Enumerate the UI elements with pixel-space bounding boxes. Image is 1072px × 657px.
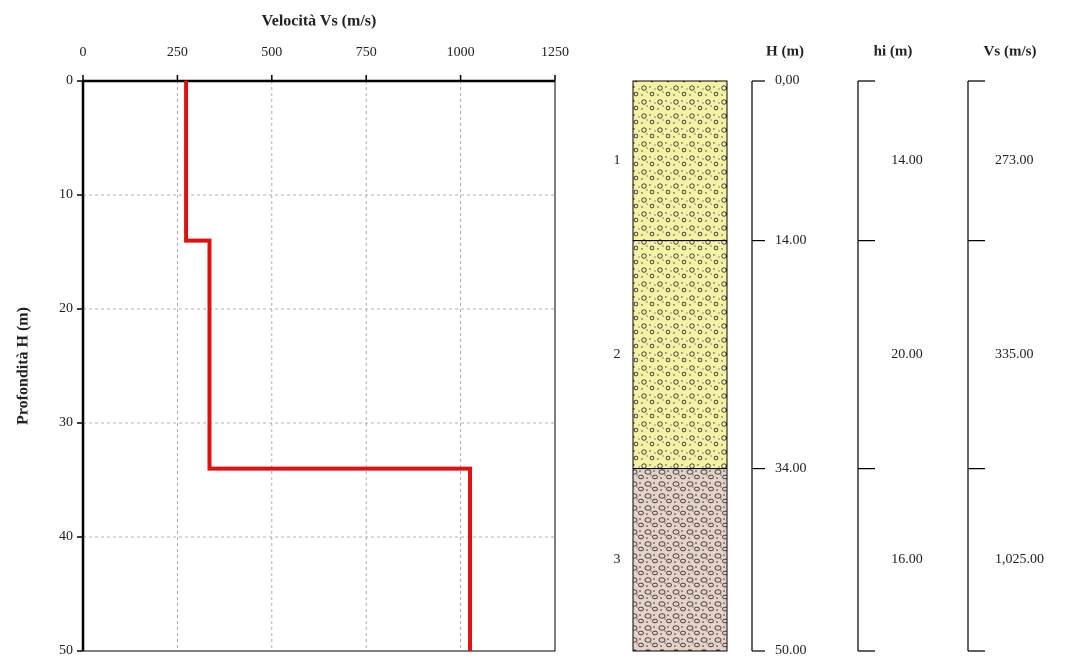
chart-title: Velocità Vs (m/s) (262, 13, 377, 30)
strata-column: H (m) hi (m) Vs (m/s) 1 14.00 273.00 2 20.00… (614, 43, 1045, 657)
velocity-label: 1,025.00 (995, 552, 1044, 567)
x-tick-label: 750 (356, 45, 377, 60)
depth-label: 0,00 (775, 73, 800, 88)
velocity-label: 335.00 (995, 347, 1034, 362)
x-tick-label: 500 (261, 45, 282, 60)
layer-pattern (633, 81, 727, 241)
x-tick-label: 250 (167, 45, 188, 60)
thickness-label: 16.00 (891, 552, 923, 567)
thickness-header: hi (m) (874, 43, 913, 59)
layer-number: 3 (614, 552, 621, 567)
y-tick-label: 40 (59, 529, 73, 544)
x-tick-label: 0 (80, 45, 87, 60)
y-tick-label: 20 (59, 301, 73, 316)
thickness-label: 14.00 (891, 153, 923, 168)
depth-label: 14.00 (775, 233, 807, 248)
velocity-line (184, 81, 473, 651)
layer-number: 2 (614, 347, 621, 362)
x-tick-label: 1000 (447, 45, 475, 60)
layer-pattern (633, 240, 727, 469)
plot-frame (82, 80, 556, 652)
depth-label: 34.00 (775, 461, 807, 476)
thickness-label: 20.00 (891, 347, 923, 362)
x-tick-label: 1250 (541, 45, 569, 60)
y-tick-label: 0 (66, 73, 73, 88)
y-tick-label: 30 (59, 415, 73, 430)
velocity-header: Vs (m/s) (984, 43, 1037, 59)
velocity-chart: Velocità Vs (m/s) Profondità H (m) 0 250 5… (15, 13, 569, 657)
layer-pattern (633, 468, 727, 651)
velocity-label: 273.00 (995, 153, 1034, 168)
y-tick-label: 10 (59, 187, 73, 202)
depth-label: 50.00 (775, 643, 807, 657)
layer-number: 1 (614, 153, 621, 168)
y-tick-label: 50 (59, 643, 73, 657)
depth-header: H (m) (766, 43, 804, 59)
y-axis-label: Profondità H (m) (15, 307, 32, 425)
